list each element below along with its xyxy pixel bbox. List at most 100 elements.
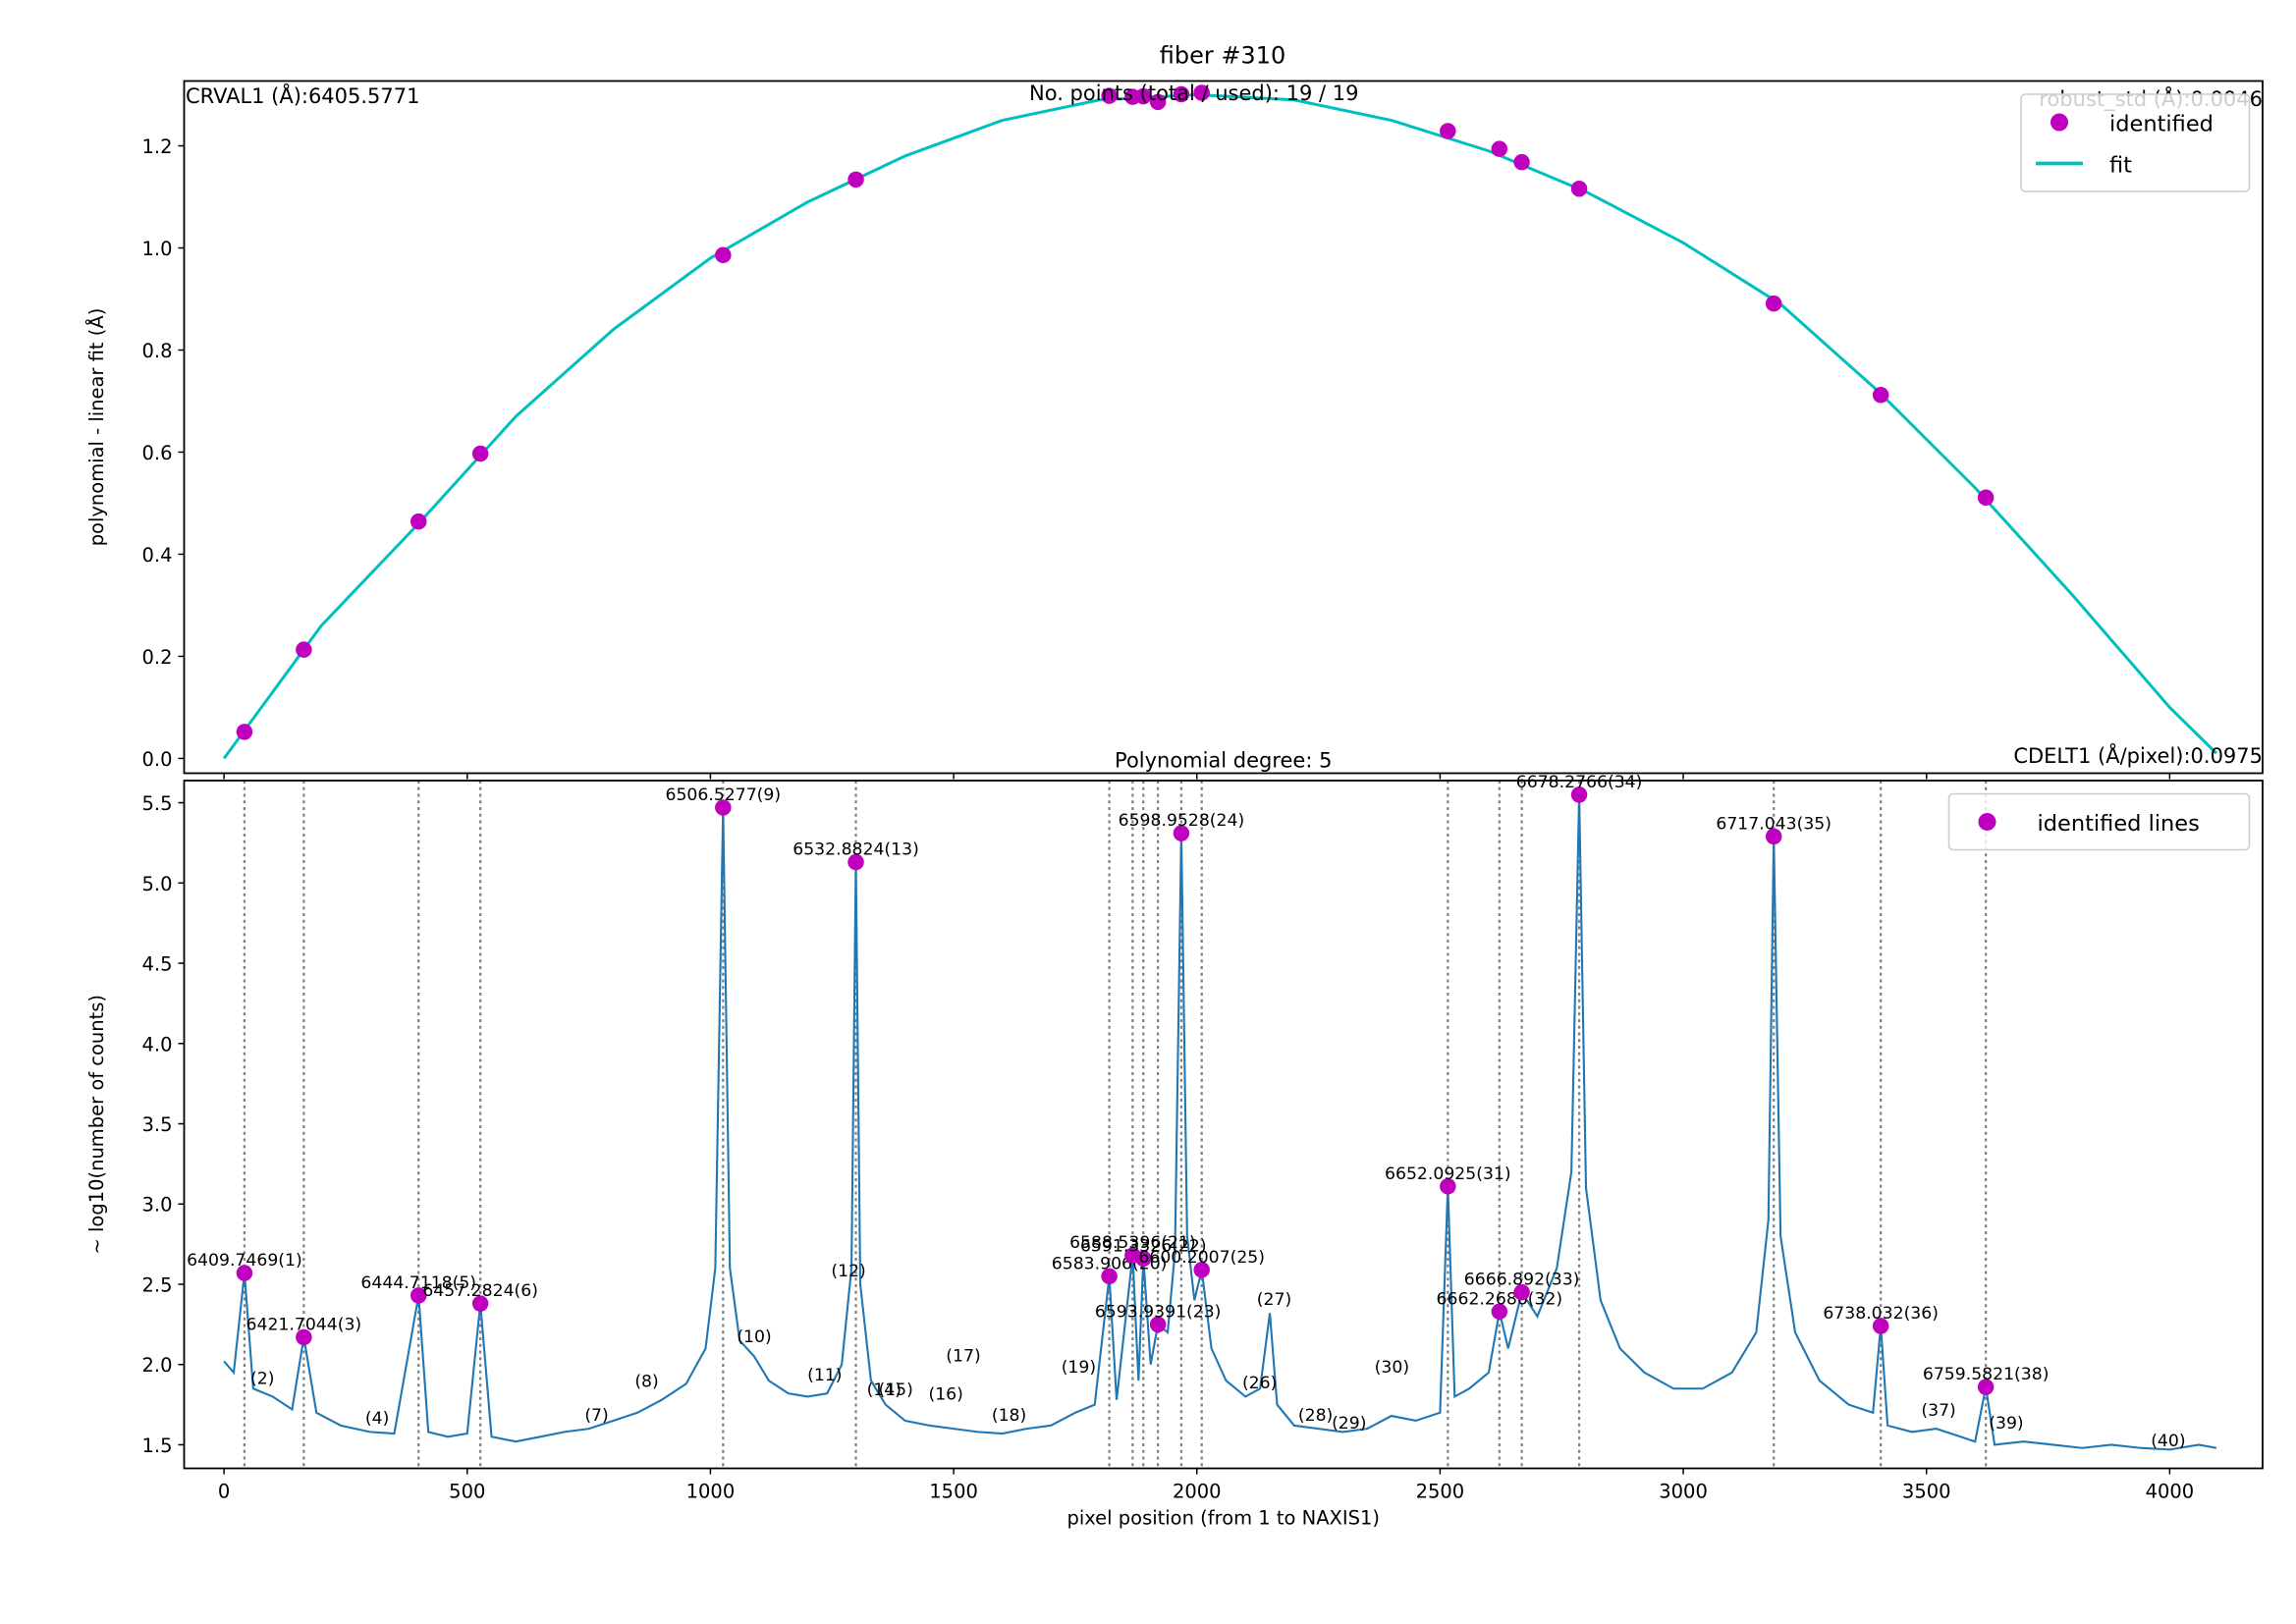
unidentified-label: (40) bbox=[2151, 1432, 2185, 1451]
point bbox=[1135, 1250, 1152, 1268]
unidentified-label: (7) bbox=[584, 1406, 608, 1426]
line-label: 6598.9528(24) bbox=[1119, 811, 1245, 831]
line-label: 6678.2766(34) bbox=[1516, 773, 1643, 792]
x-tick-label: 500 bbox=[449, 1480, 485, 1502]
point bbox=[1101, 87, 1118, 104]
point bbox=[296, 641, 312, 658]
x-tick-label: 0 bbox=[218, 1480, 230, 1502]
unidentified-label: (28) bbox=[1298, 1406, 1333, 1426]
line-label: 6457.2824(6) bbox=[422, 1281, 538, 1301]
y-tick-label: 5.5 bbox=[142, 792, 173, 815]
y-tick-label: 4.0 bbox=[142, 1033, 173, 1056]
point bbox=[847, 853, 864, 871]
x-tick-label: 1000 bbox=[686, 1480, 736, 1502]
point bbox=[1570, 786, 1588, 803]
legend-box bbox=[1947, 792, 2251, 851]
line-label: 6652.0925(31) bbox=[1385, 1164, 1511, 1184]
unidentified-label: (30) bbox=[1375, 1358, 1409, 1378]
x-tick-label: 2000 bbox=[1173, 1480, 1222, 1502]
unidentified-label: (19) bbox=[1062, 1358, 1096, 1378]
y-tick-label: 1.0 bbox=[142, 238, 173, 260]
line-label: 6588.5396(21) bbox=[1069, 1233, 1196, 1253]
y-tick-label: 3.5 bbox=[142, 1113, 173, 1136]
x-tick-label: 3500 bbox=[1902, 1480, 1951, 1502]
x-tick-label: 2500 bbox=[1416, 1480, 1465, 1502]
data-line bbox=[222, 93, 2217, 760]
unidentified-label: (2) bbox=[250, 1369, 274, 1388]
annotation: CRVAL1 (Å):6405.5771 bbox=[186, 82, 419, 108]
point bbox=[1173, 825, 1190, 841]
point bbox=[1491, 1303, 1508, 1321]
point bbox=[1101, 1268, 1118, 1285]
point bbox=[1570, 180, 1588, 197]
point bbox=[1149, 1316, 1167, 1333]
unidentified-label: (10) bbox=[737, 1327, 771, 1347]
y-tick-label: 1.2 bbox=[142, 135, 173, 158]
line-label: 6662.2686(32) bbox=[1437, 1289, 1563, 1309]
legend-marker bbox=[2050, 113, 2068, 132]
point bbox=[1513, 1283, 1530, 1301]
y-tick-label: 0.6 bbox=[142, 442, 173, 464]
point bbox=[1872, 1318, 1889, 1334]
y-tick-label: 0.8 bbox=[142, 340, 173, 362]
point bbox=[1977, 489, 1995, 506]
point bbox=[1173, 85, 1190, 103]
unidentified-label: (26) bbox=[1242, 1374, 1277, 1393]
x-tick-label: 4000 bbox=[2146, 1480, 2195, 1502]
y-tick-label: 3.0 bbox=[142, 1194, 173, 1217]
point bbox=[715, 246, 732, 264]
data-line bbox=[223, 794, 2217, 1451]
line-label: 6717.043(35) bbox=[1716, 814, 1831, 834]
point bbox=[410, 1287, 427, 1304]
y-axis-label: polynomial - linear fit (Å) bbox=[85, 308, 108, 547]
point bbox=[236, 1265, 253, 1281]
axes-frame bbox=[183, 80, 2264, 775]
unidentified-label: (37) bbox=[1921, 1401, 1955, 1421]
legend-label: identified lines bbox=[2037, 811, 2199, 837]
unidentified-label: (15) bbox=[878, 1380, 912, 1400]
unidentified-label: (12) bbox=[831, 1262, 865, 1281]
line-label: 6506.5277(9) bbox=[666, 785, 782, 805]
point bbox=[1765, 295, 1782, 312]
annotation: No. points (total / used): 19 / 19 bbox=[1029, 81, 1358, 105]
unidentified-label: (14) bbox=[867, 1380, 902, 1400]
line-label: 6591.3326(22) bbox=[1080, 1236, 1207, 1256]
unidentified-label: (11) bbox=[807, 1366, 842, 1385]
point bbox=[296, 1328, 312, 1346]
point bbox=[1440, 123, 1456, 139]
annotation: Polynomial degree: 5 bbox=[1115, 748, 1332, 772]
legend-label: fit bbox=[2109, 152, 2132, 178]
unidentified-label: (4) bbox=[365, 1409, 389, 1429]
line-label: 6444.7118(5) bbox=[360, 1273, 476, 1293]
unidentified-label: (8) bbox=[634, 1373, 658, 1392]
point bbox=[410, 513, 427, 530]
point bbox=[1440, 1178, 1456, 1195]
y-tick-label: 4.5 bbox=[142, 953, 173, 976]
point bbox=[1149, 93, 1167, 111]
line-label: 6593.9391(23) bbox=[1095, 1302, 1222, 1322]
line-label: 6738.032(36) bbox=[1823, 1304, 1939, 1324]
x-tick-label: 1500 bbox=[929, 1480, 978, 1502]
legend-label: identified bbox=[2109, 111, 2214, 136]
y-tick-label: 0.0 bbox=[142, 748, 173, 771]
point bbox=[471, 1295, 489, 1312]
line-label: 6421.7044(3) bbox=[246, 1315, 362, 1334]
legend-box bbox=[2020, 93, 2251, 192]
point bbox=[715, 799, 732, 816]
point bbox=[471, 445, 489, 462]
point bbox=[1872, 386, 1889, 404]
y-axis-label: ~ log10(number of counts) bbox=[85, 995, 108, 1255]
unidentified-label: (17) bbox=[946, 1346, 980, 1366]
y-tick-label: 5.0 bbox=[142, 873, 173, 895]
point bbox=[1135, 87, 1152, 105]
y-tick-label: 1.5 bbox=[142, 1435, 173, 1457]
line-label: 6409.7469(1) bbox=[187, 1251, 302, 1271]
x-tick-label: 3000 bbox=[1659, 1480, 1708, 1502]
point bbox=[847, 171, 864, 189]
x-axis-label: pixel position (from 1 to NAXIS1) bbox=[1066, 1506, 1380, 1529]
point bbox=[1491, 140, 1508, 157]
annotation: CDELT1 (Å/pixel):0.0975 bbox=[2013, 742, 2263, 768]
unidentified-label: (18) bbox=[992, 1406, 1026, 1426]
